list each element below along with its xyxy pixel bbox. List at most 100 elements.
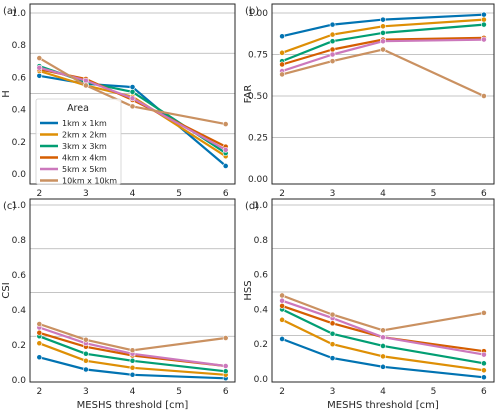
data-point: [36, 64, 43, 71]
data-point: [279, 61, 285, 68]
x-tick-label: 3: [83, 189, 89, 199]
data-point: [329, 46, 336, 53]
data-point: [129, 357, 136, 364]
data-point: [129, 84, 136, 90]
data-point: [380, 23, 386, 30]
panel-1: 0.00 0.25 0.50 0.75 1.00 2 3 4 5 6 FAR (b): [243, 3, 495, 199]
plot-frame: [271, 198, 495, 383]
data-point: [481, 93, 487, 99]
data-point: [329, 341, 336, 348]
plot-frame: [271, 3, 495, 185]
data-point: [329, 38, 336, 45]
x-tick-label: 3: [83, 387, 89, 397]
series-line: [281, 299, 485, 356]
data-point: [36, 72, 43, 79]
data-point: [129, 347, 136, 354]
data-point: [279, 336, 285, 342]
y-tick-label: 0.4: [254, 305, 269, 315]
data-point: [36, 329, 43, 336]
legend-entry: 5km x 5km: [62, 165, 107, 174]
x-tick-label: 2: [279, 189, 285, 199]
data-point: [279, 33, 285, 40]
data-point: [222, 121, 229, 127]
data-point: [83, 357, 89, 364]
data-point: [380, 363, 386, 370]
series-line: [38, 335, 226, 373]
series-line: [281, 23, 484, 63]
data-point: [279, 292, 285, 299]
series-line: [281, 36, 484, 66]
y-tick-label: 0.8: [12, 236, 27, 246]
data-point: [129, 103, 136, 110]
y-axis-label: H: [1, 90, 12, 98]
data-point: [380, 46, 386, 53]
x-tick-label: 2: [279, 387, 285, 397]
x-tick-label: 5: [176, 189, 182, 199]
x-tick-label: 2: [36, 189, 42, 199]
data-point: [329, 58, 336, 65]
series-line: [281, 48, 485, 97]
data-point: [129, 88, 136, 95]
y-tick-label: 0.00: [248, 175, 268, 185]
data-point: [481, 309, 487, 316]
series-line: [281, 308, 485, 365]
data-point: [279, 297, 285, 304]
x-tick-label: 4: [380, 189, 386, 199]
y-tick-label: 0.6: [254, 271, 269, 281]
series-line: [39, 356, 226, 380]
data-point: [380, 327, 386, 334]
series-line: [281, 38, 484, 73]
data-point: [222, 363, 229, 369]
x-tick-label: 5: [431, 189, 437, 199]
y-tick-label: 0.50: [248, 92, 268, 102]
y-axis-label: CSI: [1, 282, 12, 298]
data-point: [380, 16, 386, 23]
data-point: [36, 340, 43, 347]
y-tick-label: 0.75: [248, 51, 268, 61]
legend-entry: 1km x 1km: [62, 119, 107, 128]
legend-entry: 3km x 3km: [62, 142, 107, 151]
data-point: [129, 95, 136, 102]
x-tick-label: 5: [431, 387, 437, 397]
data-point: [329, 311, 336, 318]
y-tick-label: 0.0: [12, 170, 27, 180]
data-point: [36, 55, 43, 61]
series-line: [281, 318, 485, 372]
y-tick-label: 0.2: [12, 341, 26, 351]
data-point: [481, 36, 487, 43]
data-point: [481, 360, 487, 367]
legend-title: Area: [67, 103, 89, 114]
x-tick-label: 5: [176, 387, 182, 397]
series-line: [39, 66, 227, 151]
panel-0: 0.0 0.2 0.4 0.6 0.8 1.0 2 3 4 5 6 H (a) Area 1km x 1km…: [1, 3, 236, 199]
x-tick-label: 6: [481, 189, 487, 199]
panel-2: 0.0 0.2 0.4 0.6 0.8 1.0 2 3 4 5 6 CSI MESHS threshol…: [1, 198, 236, 411]
x-axis-label: MESHS threshold [cm]: [327, 400, 439, 411]
series-line: [281, 304, 485, 353]
x-tick-label: 3: [330, 387, 336, 397]
data-point: [36, 354, 43, 361]
series-line: [281, 294, 485, 332]
series-line: [281, 337, 485, 379]
data-point: [481, 367, 487, 374]
legend-entry: 2km x 2km: [62, 131, 107, 140]
data-point: [329, 355, 336, 362]
panel-letter: (b): [245, 6, 259, 17]
data-point: [481, 374, 487, 381]
data-point: [481, 11, 487, 18]
x-tick-label: 4: [130, 189, 136, 199]
panel-3: 0.0 0.2 0.4 0.6 0.8 1.0 2 3 4 5 6 HSS MESHS threshol…: [243, 198, 495, 411]
panel-letter: (a): [3, 6, 17, 17]
data-point: [481, 351, 487, 358]
data-point: [380, 343, 386, 349]
data-point: [329, 21, 336, 28]
data-point: [279, 71, 285, 78]
y-tick-label: 1.0: [254, 201, 269, 211]
data-point: [380, 353, 386, 360]
series-line: [38, 342, 226, 376]
plot-frame: [29, 3, 236, 185]
data-point: [329, 330, 336, 337]
data-point: [279, 49, 285, 56]
x-tick-label: 3: [330, 189, 336, 199]
